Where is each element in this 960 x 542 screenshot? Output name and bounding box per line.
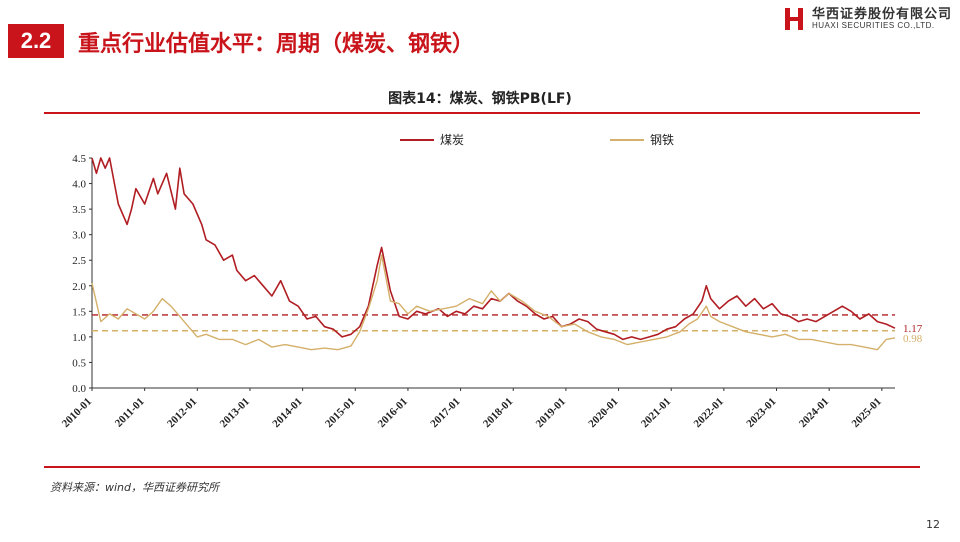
x-tick-label: 2016-01 — [376, 396, 410, 430]
y-tick-label: 1.5 — [72, 306, 86, 318]
x-tick-label: 2018-01 — [481, 396, 515, 430]
y-tick-label: 3.0 — [72, 230, 86, 242]
x-tick-label: 2010-01 — [60, 396, 94, 430]
series-line-煤炭 — [91, 157, 896, 341]
huaxi-logo-icon — [784, 8, 803, 30]
y-tick-label: 3.5 — [72, 204, 86, 216]
x-tick-label: 2019-01 — [534, 396, 568, 430]
x-tick-label: 2021-01 — [639, 396, 673, 430]
x-tick-label: 2011-01 — [113, 396, 147, 430]
y-tick-label: 0.5 — [72, 357, 86, 369]
section-number-badge: 2.2 — [8, 24, 64, 58]
chart-title: 图表14：煤炭、钢铁PB(LF) — [388, 91, 572, 107]
legend-label-钢铁: 钢铁 — [650, 133, 674, 147]
company-logo: 华西证券股份有限公司 HUAXI SECURITIES CO.,LTD. — [784, 6, 952, 32]
chart-title-rule — [44, 112, 920, 114]
legend-label-煤炭: 煤炭 — [440, 133, 464, 147]
y-tick-label: 0.0 — [72, 383, 86, 395]
series-line-钢铁 — [91, 254, 896, 351]
x-tick-label: 2012-01 — [165, 396, 199, 430]
x-tick-label: 2025-01 — [850, 396, 884, 430]
end-value-label-煤炭: 1.17 — [903, 323, 923, 335]
y-tick-label: 2.5 — [72, 255, 86, 267]
data-source-note: 资料来源：wind，华西证券研究所 — [50, 481, 220, 494]
logo-company-name-en: HUAXI SECURITIES CO.,LTD. — [811, 20, 935, 30]
x-tick-label: 2017-01 — [428, 396, 462, 430]
x-tick-label: 2023-01 — [744, 396, 778, 430]
x-tick-label: 2024-01 — [797, 396, 831, 430]
y-tick-label: 2.0 — [72, 281, 86, 293]
y-tick-label: 4.0 — [72, 179, 86, 191]
x-tick-label: 2014-01 — [270, 396, 304, 430]
page-title: 重点行业估值水平：周期（煤炭、钢铁） — [78, 32, 475, 57]
x-tick-label: 2015-01 — [323, 396, 357, 430]
logo-company-name-cn: 华西证券股份有限公司 — [811, 6, 952, 22]
y-tick-label: 4.5 — [72, 153, 86, 165]
y-tick-label: 1.0 — [72, 332, 86, 344]
footer-rule — [44, 466, 920, 468]
page-number: 12 — [926, 518, 940, 531]
x-tick-label: 2013-01 — [218, 396, 252, 430]
x-tick-label: 2020-01 — [586, 396, 620, 430]
end-value-label-钢铁: 0.98 — [903, 333, 923, 345]
x-tick-label: 2022-01 — [692, 396, 726, 430]
